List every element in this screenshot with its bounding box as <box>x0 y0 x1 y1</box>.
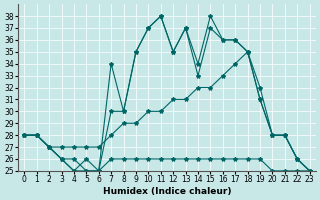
X-axis label: Humidex (Indice chaleur): Humidex (Indice chaleur) <box>103 187 231 196</box>
